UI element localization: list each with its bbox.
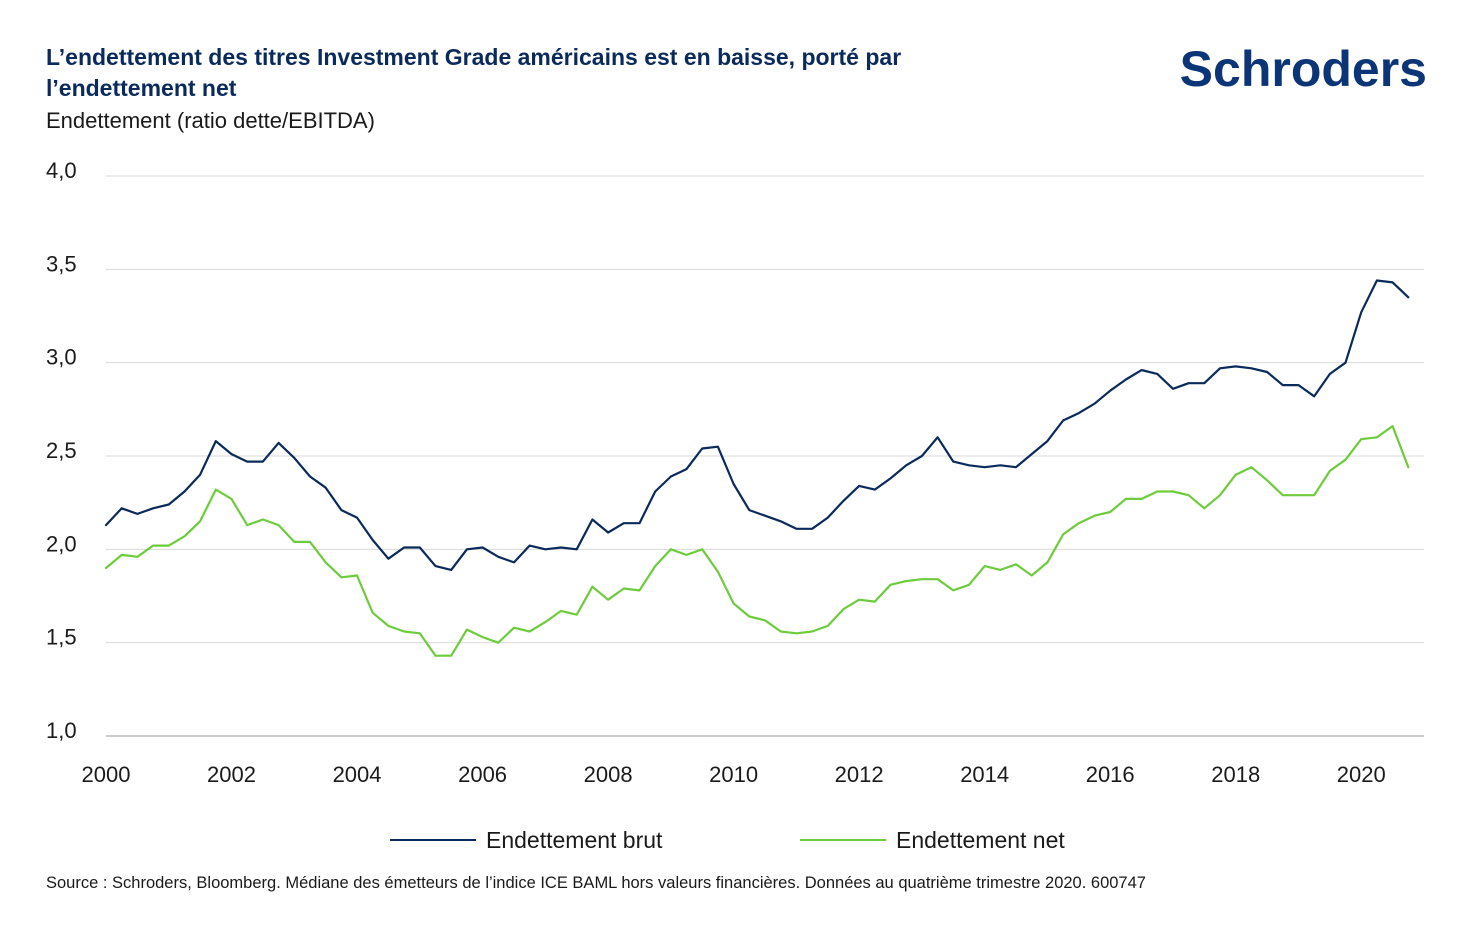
legend-label-gross: Endettement brut <box>486 826 663 853</box>
series-lines <box>104 279 1410 657</box>
x-tick-label: 2018 <box>1211 762 1260 787</box>
x-tick-label: 2014 <box>960 762 1009 787</box>
x-tick-label: 2004 <box>333 762 382 787</box>
chart-title: L’endettement des titres Investment Grad… <box>46 44 902 101</box>
y-axis-ticks: 1,0 1,5 2,0 2,5 3,0 3,5 4,0 <box>46 158 77 743</box>
x-tick-label: 2012 <box>835 762 884 787</box>
legend-item-net: Endettement net <box>800 823 1065 857</box>
series-line-gross <box>104 279 1410 572</box>
x-tick-label: 2000 <box>82 762 131 787</box>
series-line-net <box>104 425 1410 657</box>
legend-item-gross: Endettement brut <box>390 823 662 857</box>
y-tick-label: 3,5 <box>46 251 77 276</box>
x-tick-label: 2010 <box>709 762 758 787</box>
x-axis-ticks: 2000 2002 2004 2006 2008 2010 2012 2014 2016 2018… <box>82 762 1386 787</box>
grid-lines <box>106 175 1424 737</box>
legend: Endettement brut Endettement net <box>0 823 1475 857</box>
legend-swatch-net <box>800 839 886 841</box>
legend-label-net: Endettement net <box>896 826 1065 853</box>
source-note: Source : Schroders, Bloomberg. Médiane d… <box>46 874 1146 892</box>
y-tick-label: 1,5 <box>46 625 77 650</box>
x-tick-label: 2008 <box>584 762 633 787</box>
x-tick-label: 2002 <box>207 762 256 787</box>
y-tick-label: 3,0 <box>46 345 77 370</box>
x-tick-label: 2016 <box>1086 762 1135 787</box>
y-tick-label: 1,0 <box>46 718 77 743</box>
legend-swatch-gross <box>390 839 476 841</box>
x-tick-label: 2006 <box>458 762 507 787</box>
schroders-logo: Schroders <box>1179 41 1427 97</box>
y-tick-label: 2,0 <box>46 531 77 556</box>
y-tick-label: 2,5 <box>46 438 77 463</box>
x-tick-label: 2020 <box>1337 762 1386 787</box>
chart-subtitle: Endettement (ratio dette/EBITDA) <box>46 108 375 133</box>
y-tick-label: 4,0 <box>46 158 77 183</box>
